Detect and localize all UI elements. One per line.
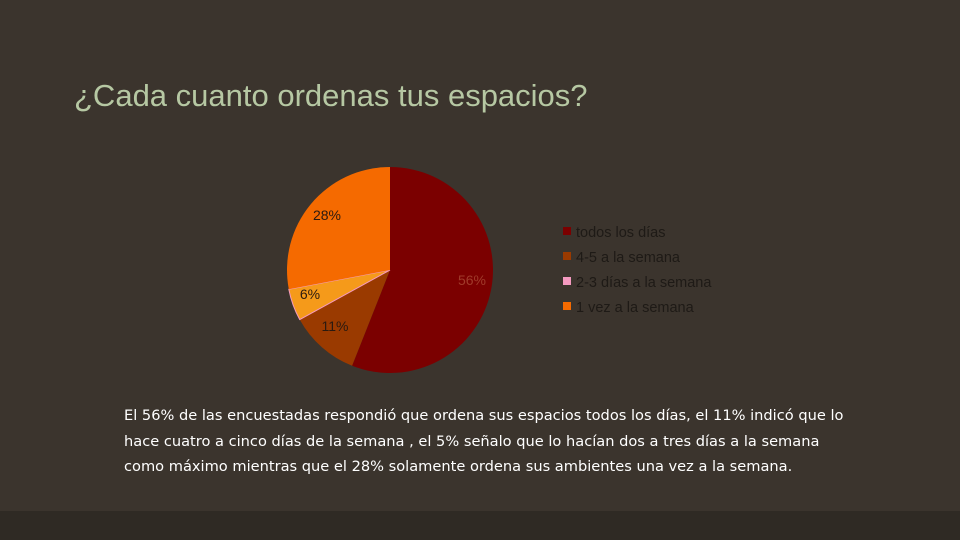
legend-swatch-2 (563, 277, 571, 285)
slide-title: ¿Cada cuanto ordenas tus espacios? (74, 78, 588, 113)
bottom-bar (0, 511, 960, 540)
legend-label-2: 2-3 días a la semana (576, 275, 712, 291)
pie-label-1: 11% (322, 318, 349, 334)
pie-slice-1 (299, 270, 390, 366)
legend-swatch-0 (563, 227, 571, 235)
pie-slice-3 (287, 166, 390, 290)
pie-slice-0 (352, 167, 494, 373)
pie-slice-2 (288, 269, 391, 321)
pie-label-3: 28% (313, 207, 341, 223)
legend-label-0: todos los días (576, 225, 665, 241)
pie-label-2: 6% (300, 286, 320, 302)
legend-label-3: 1 vez a la semana (576, 300, 695, 316)
slide-caption: El 56% de las encuestadas respondió que … (124, 407, 844, 475)
legend-swatch-3 (563, 302, 571, 310)
legend-label-1: 4-5 a la semana (576, 250, 681, 266)
pie-label-0: 56% (458, 272, 486, 288)
legend-swatch-1 (563, 252, 571, 260)
